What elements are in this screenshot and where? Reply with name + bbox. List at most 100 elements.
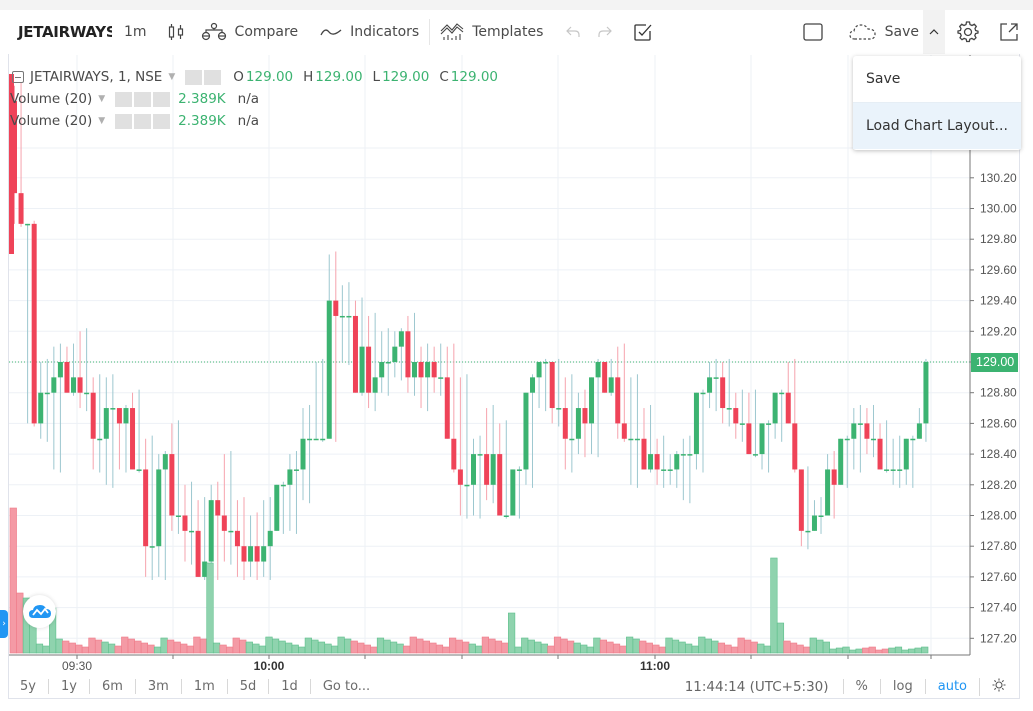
indicators-label: Indicators (350, 24, 420, 40)
price-tick-label: 128.80 (980, 386, 1017, 400)
price-tick-label: 130.00 (980, 202, 1017, 216)
widgetbar-toggle-button[interactable]: › (0, 610, 8, 638)
indicators-button[interactable]: Indicators (306, 10, 427, 54)
toolbar-divider (429, 19, 431, 45)
study-value: 2.389K (178, 91, 226, 107)
sun-gear-icon (992, 678, 1006, 691)
study-extra: n/a (237, 113, 260, 129)
range-5y[interactable]: 5y (8, 679, 49, 694)
interval-button[interactable]: 1m (124, 24, 147, 40)
price-tick-label: 127.80 (980, 539, 1017, 553)
study-extra: n/a (237, 91, 260, 107)
window-top-strip (0, 0, 1033, 10)
price-tick-label: 129.60 (980, 263, 1017, 277)
save-menu-toggle[interactable] (923, 10, 945, 54)
main-series-legend: JETAIRWAYS, 1, NSE ▼ O 129.00 H 129.00 L… (12, 66, 498, 88)
redo-button[interactable] (589, 10, 621, 54)
chevron-up-icon (929, 29, 939, 35)
redo-icon (598, 26, 613, 37)
chart-legend: JETAIRWAYS, 1, NSE ▼ O 129.00 H 129.00 L… (10, 66, 498, 132)
bottom-toolbar: 5y 1y 6m 3m 1m 5d 1d Go to... 11:44:14 (… (8, 674, 1020, 699)
range-5d[interactable]: 5d (228, 679, 270, 694)
templates-icon (440, 23, 464, 40)
open-label: O (233, 69, 244, 85)
checkbox-icon (634, 24, 652, 41)
price-tick-label: 128.00 (980, 509, 1017, 523)
range-3m[interactable]: 3m (136, 679, 182, 694)
time-tick-label: 10:00 (254, 659, 285, 673)
gear-icon[interactable] (134, 91, 152, 107)
settings-button[interactable] (945, 10, 989, 54)
cloud-logo-icon (28, 604, 51, 618)
checklist-button[interactable] (621, 10, 661, 54)
range-1m[interactable]: 1m (182, 679, 228, 694)
eye-icon[interactable] (115, 91, 133, 107)
low-label: L (372, 69, 381, 85)
time-tick-label: 09:30 (62, 659, 92, 673)
go-to-date-button[interactable]: Go to... (322, 679, 371, 694)
study-title[interactable]: Volume (20) (10, 91, 93, 107)
close-icon[interactable] (153, 91, 171, 107)
auto-scale-toggle[interactable]: auto (924, 679, 979, 694)
price-tick-label: 127.40 (980, 601, 1017, 615)
study-title[interactable]: Volume (20) (10, 113, 93, 129)
tradingview-logo[interactable] (23, 595, 56, 628)
series-title[interactable]: JETAIRWAYS, 1, NSE (30, 69, 163, 85)
eye-icon[interactable] (185, 69, 203, 85)
undo-icon (566, 26, 581, 37)
menu-item-save[interactable]: Save (866, 71, 901, 87)
study-legend-volume-2: Volume (20) ▼ 2.389K n/a (10, 110, 498, 132)
collapse-legend-icon[interactable] (12, 71, 24, 83)
compare-label: Compare (234, 24, 299, 40)
cloud-icon (849, 24, 876, 40)
study-legend-volume-1: Volume (20) ▼ 2.389K n/a (10, 88, 498, 110)
chart-settings-button[interactable] (979, 677, 1020, 696)
study-value: 2.389K (178, 113, 226, 129)
save-dropdown-menu: Save Load Chart Layout... (853, 56, 1021, 150)
high-label: H (303, 69, 314, 85)
eye-icon[interactable] (115, 113, 133, 129)
compare-button[interactable]: Compare (193, 10, 307, 54)
save-button[interactable]: Save (835, 10, 923, 54)
gear-icon[interactable] (204, 69, 222, 85)
log-scale-toggle[interactable]: log (879, 679, 925, 694)
top-toolbar: JETAIRWAYS 1m Compare Indicators Templat… (0, 10, 1033, 54)
square-icon (802, 23, 823, 41)
price-tick-label: 129.40 (980, 294, 1017, 308)
menu-item-load-chart-layout[interactable]: Load Chart Layout... (853, 103, 1021, 149)
price-tick-label: 130.20 (980, 171, 1017, 185)
close-icon[interactable] (153, 113, 171, 129)
compare-icon (201, 22, 226, 41)
range-6m[interactable]: 6m (90, 679, 136, 694)
price-tick-label: 129.80 (980, 232, 1017, 246)
percent-scale-toggle[interactable]: % (842, 679, 880, 694)
time-tick-label: 11:00 (640, 659, 670, 673)
price-tick-label: 127.60 (980, 570, 1017, 584)
range-1y[interactable]: 1y (49, 679, 90, 694)
study-menu-caret-icon[interactable]: ▼ (98, 116, 106, 126)
candles-icon (168, 24, 183, 40)
range-1d[interactable]: 1d (269, 679, 311, 694)
undo-button[interactable] (551, 10, 589, 54)
chart-style-button[interactable] (159, 10, 193, 54)
chart-container (8, 54, 1020, 699)
symbol-search-button[interactable]: JETAIRWAYS (18, 23, 112, 41)
popout-button[interactable] (989, 10, 1033, 54)
series-menu-caret-icon[interactable]: ▼ (168, 72, 176, 82)
fullscreen-toggle-button[interactable] (791, 10, 835, 54)
indicators-icon (320, 29, 342, 36)
save-label: Save (884, 24, 919, 40)
menu-divider (853, 102, 1021, 103)
templates-label: Templates (472, 24, 544, 40)
price-tick-label: 129.20 (980, 324, 1017, 338)
clock-timezone[interactable]: 11:44:14 (UTC+5:30) (684, 678, 829, 695)
price-tick-label: 128.20 (980, 478, 1017, 492)
high-value: 129.00 (315, 69, 363, 85)
open-value: 129.00 (245, 69, 294, 85)
last-price-label: 129.00 (971, 353, 1018, 372)
study-menu-caret-icon[interactable]: ▼ (98, 94, 106, 104)
low-value: 129.00 (382, 69, 430, 85)
gear-icon[interactable] (134, 113, 152, 129)
templates-button[interactable]: Templates (432, 10, 551, 54)
